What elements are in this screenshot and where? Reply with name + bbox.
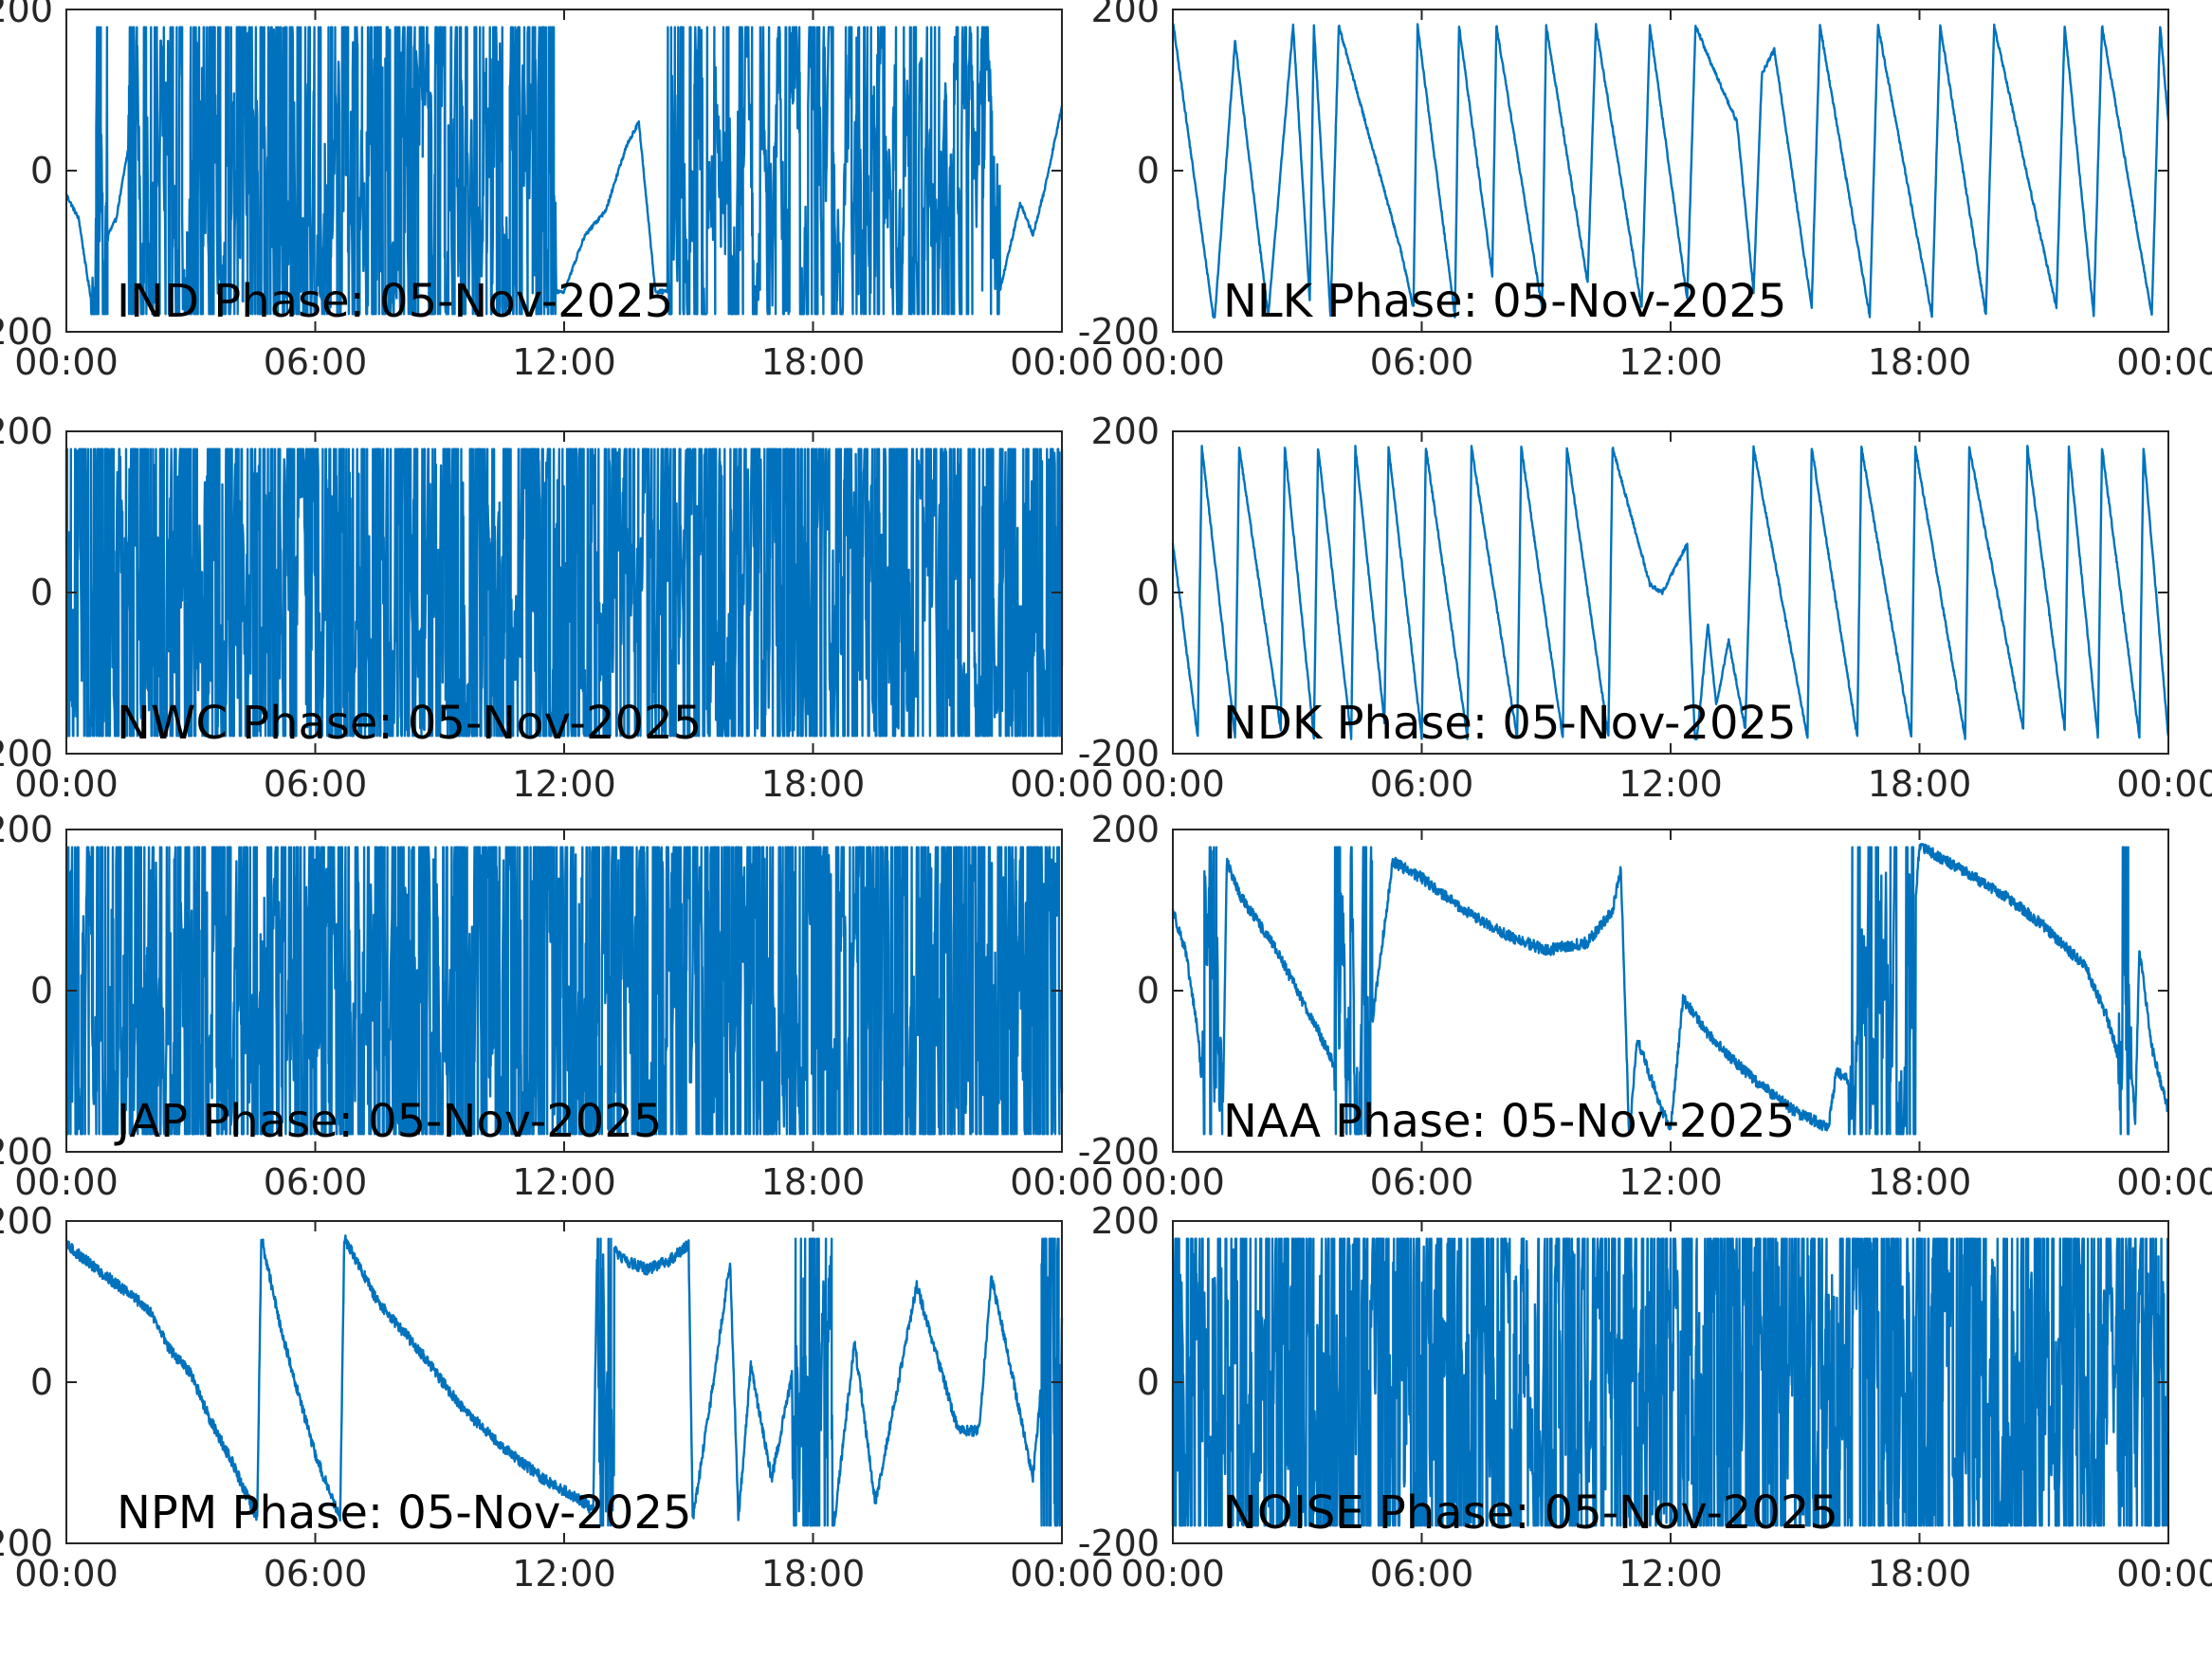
- x-tick-label: 18:00: [761, 1553, 866, 1595]
- panel-label: IND Phase: 05-Nov-2025: [117, 275, 673, 328]
- x-tick-label: 06:00: [264, 341, 368, 383]
- x-tick-label: 12:00: [1618, 763, 1723, 805]
- y-tick-label: 200: [0, 809, 53, 850]
- series-line: [64, 447, 1064, 738]
- x-tick-label: 06:00: [264, 1553, 368, 1595]
- series-line: [1171, 843, 2170, 1136]
- y-tick-label: 200: [0, 0, 53, 30]
- panel-label: NPM Phase: 05-Nov-2025: [117, 1486, 692, 1540]
- x-tick-label: 12:00: [1618, 1553, 1723, 1595]
- series-line: [64, 26, 1064, 316]
- x-tick-label: 00:00: [14, 1553, 119, 1595]
- y-tick-label: 0: [1137, 150, 1160, 191]
- y-tick-label: 0: [30, 572, 53, 613]
- series-line: [64, 1234, 1064, 1527]
- y-tick-label: -200: [1078, 311, 1160, 353]
- panel-label: NDK Phase: 05-Nov-2025: [1223, 697, 1797, 750]
- y-tick-label: 0: [30, 1361, 53, 1403]
- panel-label: NAA Phase: 05-Nov-2025: [1223, 1095, 1795, 1148]
- x-tick-label: 00:00: [1121, 341, 1225, 383]
- x-tick-label: 18:00: [1868, 1553, 1972, 1595]
- panel-label: JAP Phase: 05-Nov-2025: [114, 1095, 662, 1148]
- x-tick-label: 06:00: [1370, 1553, 1474, 1595]
- x-tick-label: 06:00: [264, 763, 368, 805]
- x-tick-label: 18:00: [761, 763, 866, 805]
- y-tick-label: -200: [1078, 1522, 1160, 1564]
- y-tick-label: 0: [30, 970, 53, 1012]
- x-tick-label: 18:00: [1868, 1161, 1972, 1203]
- y-tick-label: 200: [1090, 410, 1160, 452]
- x-tick-label: 06:00: [1370, 763, 1474, 805]
- x-tick-label: 12:00: [1618, 341, 1723, 383]
- x-tick-label: 18:00: [761, 341, 866, 383]
- y-tick-label: 0: [1137, 970, 1160, 1012]
- x-tick-label: 00:00: [1010, 1553, 1114, 1595]
- x-tick-label: 00:00: [2116, 763, 2212, 805]
- x-tick-label: 12:00: [512, 763, 616, 805]
- x-tick-label: 06:00: [264, 1161, 368, 1203]
- y-tick-label: 200: [1090, 809, 1160, 850]
- panel-label: NWC Phase: 05-Nov-2025: [117, 697, 702, 750]
- y-tick-label: 200: [0, 410, 53, 452]
- panel-label: NLK Phase: 05-Nov-2025: [1223, 275, 1786, 328]
- series-line: [1171, 445, 2170, 740]
- y-tick-label: -200: [1078, 733, 1160, 775]
- x-tick-label: 00:00: [2116, 1553, 2212, 1595]
- x-tick-label: 00:00: [1121, 1161, 1225, 1203]
- y-tick-label: 0: [30, 150, 53, 191]
- x-tick-label: 18:00: [1868, 763, 1972, 805]
- x-tick-label: 00:00: [1121, 1553, 1225, 1595]
- y-tick-label: 200: [1090, 1200, 1160, 1242]
- x-tick-label: 18:00: [1868, 341, 1972, 383]
- y-tick-label: -200: [0, 733, 53, 775]
- x-tick-label: 00:00: [1121, 763, 1225, 805]
- x-tick-label: 12:00: [1618, 1161, 1723, 1203]
- x-tick-label: 00:00: [1010, 341, 1114, 383]
- x-tick-label: 00:00: [2116, 341, 2212, 383]
- y-tick-label: 200: [1090, 0, 1160, 30]
- series-line: [64, 846, 1064, 1136]
- y-tick-label: -200: [0, 1131, 53, 1173]
- x-tick-label: 00:00: [1010, 1161, 1114, 1203]
- y-tick-label: -200: [0, 311, 53, 353]
- y-tick-label: -200: [1078, 1131, 1160, 1173]
- y-tick-label: 0: [1137, 1361, 1160, 1403]
- x-tick-label: 00:00: [14, 341, 119, 383]
- x-tick-label: 18:00: [761, 1161, 866, 1203]
- panel-label: NOISE Phase: 05-Nov-2025: [1223, 1486, 1838, 1540]
- x-tick-label: 00:00: [14, 763, 119, 805]
- series-line: [1171, 1237, 2170, 1527]
- y-tick-label: 0: [1137, 572, 1160, 613]
- x-tick-label: 12:00: [512, 1161, 616, 1203]
- x-tick-label: 00:00: [2116, 1161, 2212, 1203]
- x-tick-label: 12:00: [512, 1553, 616, 1595]
- series-line: [1172, 23, 2170, 319]
- y-tick-label: -200: [0, 1522, 53, 1564]
- x-tick-label: 00:00: [1010, 763, 1114, 805]
- x-tick-label: 00:00: [14, 1161, 119, 1203]
- x-tick-label: 06:00: [1370, 1161, 1474, 1203]
- x-tick-label: 06:00: [1370, 341, 1474, 383]
- y-tick-label: 200: [0, 1200, 53, 1242]
- x-tick-label: 12:00: [512, 341, 616, 383]
